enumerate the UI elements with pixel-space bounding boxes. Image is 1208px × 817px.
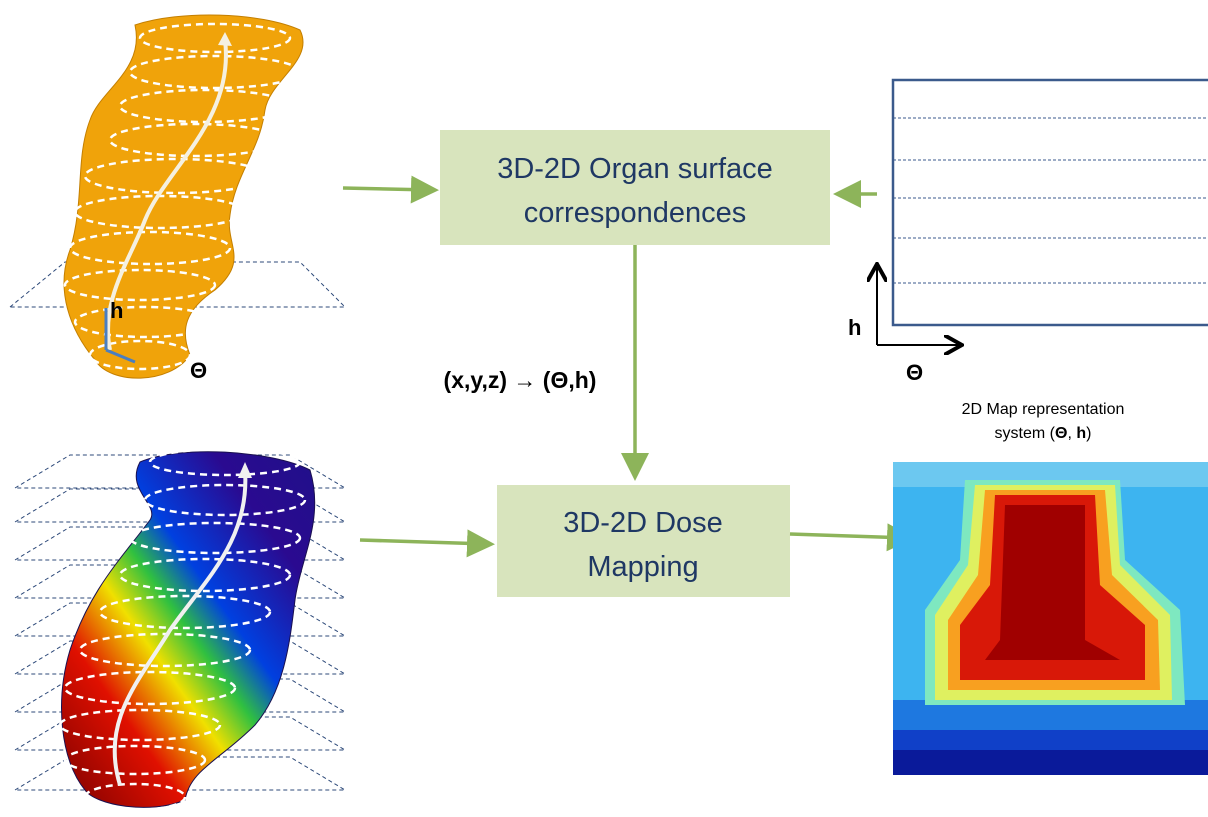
caption-part: h [1076,425,1086,442]
box-text: correspondences [524,197,746,229]
map-caption: system (Θ, h) [995,425,1092,442]
caption-part: , [1067,425,1076,442]
map-theta-label: Θ [906,360,923,385]
box-text: 3D-2D Dose [563,507,723,539]
organ-surface: h Θ [8,14,347,383]
arrows [342,175,915,558]
transform-label: (x,y,z) → (Θ,h) [444,367,597,393]
box-text: 3D-2D Organ surface [497,153,773,185]
process-box [440,130,830,245]
process-box [497,485,790,597]
caption-part: system ( [995,425,1056,442]
organ-dose [13,447,347,812]
box-text: Mapping [587,551,698,583]
caption-part: ) [1086,425,1091,442]
map-grid: h Θ [848,78,1208,385]
organ-theta-label: Θ [190,358,207,383]
map-h-label: h [848,315,861,340]
map-caption: 2D Map representation [962,401,1125,418]
dose-map [893,462,1208,775]
organ-h-label: h [110,298,123,323]
caption-part: Θ [1055,425,1067,442]
